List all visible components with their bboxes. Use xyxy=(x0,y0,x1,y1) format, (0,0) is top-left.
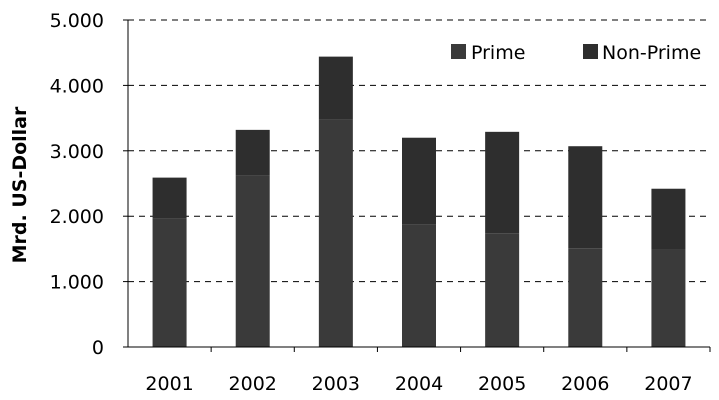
y-tick-label: 3.000 xyxy=(50,141,104,163)
bar-non-prime-2006 xyxy=(568,146,603,249)
bars xyxy=(152,56,686,348)
x-tick-label: 2002 xyxy=(229,373,277,395)
bar-prime-2002 xyxy=(235,175,270,347)
bar-prime-2004 xyxy=(402,224,436,347)
bar-prime-2007 xyxy=(651,249,686,347)
bar-non-prime-2003 xyxy=(318,56,353,120)
y-tick-label: 1.000 xyxy=(50,272,104,294)
x-tick-label: 2006 xyxy=(561,373,609,395)
y-tick-label: 0 xyxy=(92,337,104,359)
x-tick-labels: 2001 2002 2003 2004 2005 2006 2007 xyxy=(145,347,711,395)
y-tick-label: 4.000 xyxy=(50,75,104,97)
bar-prime-2006 xyxy=(568,248,603,347)
bar-non-prime-2005 xyxy=(485,131,520,234)
legend-swatch-non-prime xyxy=(583,44,598,59)
y-tick-label: 5.000 xyxy=(50,10,104,32)
bar-non-prime-2001 xyxy=(152,177,187,219)
bar-non-prime-2007 xyxy=(651,188,686,250)
bar-prime-2005 xyxy=(485,233,520,347)
x-tick-label: 2001 xyxy=(145,373,193,395)
legend-label-prime: Prime xyxy=(471,42,525,64)
y-tick-labels: 0 1.000 2.000 3.000 4.000 5.000 xyxy=(50,10,128,359)
x-tick-label: 2004 xyxy=(395,373,443,395)
y-axis-title: Mrd. US-Dollar xyxy=(9,106,31,263)
bar-non-prime-2002 xyxy=(235,129,270,176)
bar-prime-2003 xyxy=(318,119,353,348)
bar-non-prime-2004 xyxy=(402,137,436,225)
x-tick-label: 2005 xyxy=(478,373,526,395)
bar-prime-2001 xyxy=(152,218,187,347)
x-tick-label: 2007 xyxy=(644,373,692,395)
y-tick-label: 2.000 xyxy=(50,206,104,228)
axes xyxy=(127,20,710,348)
legend: Prime Non-Prime xyxy=(451,42,701,64)
x-tick-label: 2003 xyxy=(312,373,360,395)
legend-label-non-prime: Non-Prime xyxy=(602,42,701,64)
legend-swatch-prime xyxy=(451,44,466,59)
